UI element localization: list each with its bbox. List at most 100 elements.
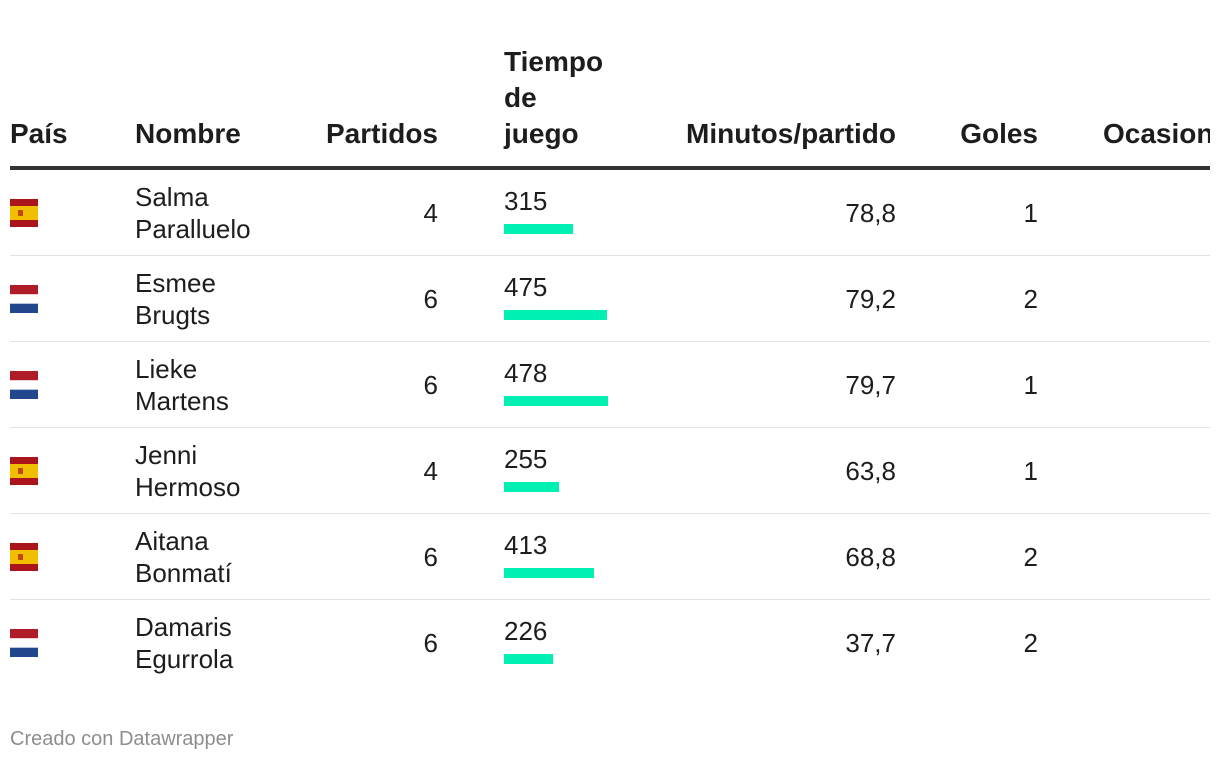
header-partidos[interactable]: Partidos: [285, 44, 438, 170]
table-row: Aitana Bonmatí 6 413 68,8 2: [10, 513, 1210, 600]
cell-nombre: Esmee Brugts: [135, 255, 285, 342]
bar-track: [504, 567, 608, 578]
table-container: País Nombre Partidos Tiempo de juego Min…: [10, 0, 1210, 764]
netherlands-flag-icon: [10, 628, 38, 657]
player-first-name: Damaris: [135, 611, 232, 642]
bar-value-label: 226: [504, 615, 548, 646]
table-row: Damaris Egurrola 6 226 37,7 2: [10, 600, 1210, 686]
cell-spacer-2: [1038, 513, 1103, 600]
player-last-name: Bonmatí: [135, 557, 232, 588]
cell-spacer-2: [1038, 341, 1103, 428]
spain-flag-icon: [10, 456, 38, 485]
cell-pais: [10, 600, 135, 686]
header-tiempo-line2: de: [504, 82, 537, 113]
player-last-name: Brugts: [135, 299, 211, 330]
cell-spacer: [438, 255, 504, 342]
cell-pais: [10, 427, 135, 514]
cell-tiempo: 255: [504, 427, 634, 514]
cell-nombre: Salma Paralluelo: [135, 168, 285, 256]
tiempo-bar: [504, 481, 559, 492]
cell-minutos: 37,7: [845, 627, 896, 658]
header-tiempo-line3: juego: [504, 118, 579, 149]
header-minutos[interactable]: Minutos/partido: [634, 44, 896, 170]
header-spacer-2: [1038, 44, 1103, 170]
cell-partidos: 4: [285, 168, 438, 256]
header-tiempo[interactable]: Tiempo de juego: [504, 44, 634, 170]
footer-credit[interactable]: Creado con Datawrapper: [10, 728, 234, 750]
cell-partidos: 6: [423, 627, 438, 658]
cell-pais: [10, 168, 135, 256]
bar-value-label: 315: [504, 185, 548, 216]
cell-spacer: [438, 427, 504, 514]
tiempo-bar: [504, 395, 608, 406]
bar-value-label: 475: [504, 271, 548, 302]
cell-nombre: Jenni Hermoso: [135, 427, 285, 514]
player-stats-table: País Nombre Partidos Tiempo de juego Min…: [10, 44, 1210, 685]
cell-pais: [10, 341, 135, 428]
cell-spacer-2: [1038, 168, 1103, 256]
cell-minutos: 68,8: [634, 513, 896, 600]
cell-minutos: 78,8: [634, 168, 896, 256]
cell-goles: 2: [1023, 627, 1038, 658]
netherlands-flag-icon: [10, 370, 38, 399]
tiempo-bar: [504, 567, 594, 578]
cell-nombre: Lieke Martens: [135, 341, 285, 428]
cell-goles: 1: [896, 168, 1038, 256]
player-first-name: Esmee: [135, 267, 216, 298]
cell-tiempo: 478: [504, 341, 634, 428]
cell-spacer-2: [1038, 255, 1103, 342]
cell-spacer: [438, 513, 504, 600]
cell-goles: 2: [896, 255, 1038, 342]
bar-value-label: 255: [504, 443, 548, 474]
table-row: Salma Paralluelo 4 315 78,8 1: [10, 168, 1210, 256]
cell-nombre: Aitana Bonmatí: [135, 513, 285, 600]
table-row: Esmee Brugts 6 475 79,2 2: [10, 255, 1210, 342]
cell-tiempo: 226: [504, 600, 634, 686]
cell-spacer-2: [1038, 600, 1103, 686]
cell-minutos: 79,7: [634, 341, 896, 428]
cell-ocasiones: [1103, 255, 1210, 342]
cell-goles: 1: [896, 341, 1038, 428]
cell-goles: 1: [896, 427, 1038, 514]
bar-track: [504, 481, 608, 492]
cell-minutos: 63,8: [634, 427, 896, 514]
cell-tiempo: 413: [504, 513, 634, 600]
cell-nombre: Damaris Egurrola: [135, 600, 285, 686]
cell-ocasiones: [1103, 341, 1210, 428]
bar-value-label: 413: [504, 529, 548, 560]
player-last-name: Hermoso: [135, 471, 241, 502]
cell-spacer-2: [1038, 427, 1103, 514]
cell-pais: [10, 255, 135, 342]
player-first-name: Salma: [135, 181, 209, 212]
header-ocasiones[interactable]: Ocasiones: [1103, 44, 1210, 170]
player-first-name: Jenni: [135, 439, 198, 470]
bar-track: [504, 395, 608, 406]
cell-tiempo: 475: [504, 255, 634, 342]
cell-pais: [10, 513, 135, 600]
player-first-name: Lieke: [135, 353, 198, 384]
bar-track: [504, 223, 608, 234]
bar-track: [504, 653, 608, 664]
tiempo-bar: [504, 309, 607, 320]
cell-ocasiones: [1103, 513, 1210, 600]
cell-partidos: 4: [285, 427, 438, 514]
header-goles[interactable]: Goles: [896, 44, 1038, 170]
table-row: Lieke Martens 6 478 79,7 1: [10, 341, 1210, 428]
header-tiempo-line1: Tiempo: [504, 46, 604, 77]
cell-ocasiones: [1103, 427, 1210, 514]
cell-spacer: [438, 600, 504, 686]
player-last-name: Martens: [135, 385, 229, 416]
cell-ocasiones: [1103, 168, 1210, 256]
player-first-name: Aitana: [135, 525, 209, 556]
spain-flag-icon: [10, 198, 38, 227]
bar-track: [504, 309, 608, 320]
header-nombre[interactable]: Nombre: [135, 44, 285, 170]
tiempo-bar: [504, 223, 573, 234]
cell-minutos: 79,2: [634, 255, 896, 342]
tiempo-bar: [504, 653, 553, 664]
header-pais[interactable]: País: [10, 44, 135, 170]
header-row: País Nombre Partidos Tiempo de juego Min…: [10, 44, 1210, 170]
header-spacer: [438, 44, 504, 170]
cell-partidos: 6: [285, 255, 438, 342]
cell-spacer: [438, 168, 504, 256]
